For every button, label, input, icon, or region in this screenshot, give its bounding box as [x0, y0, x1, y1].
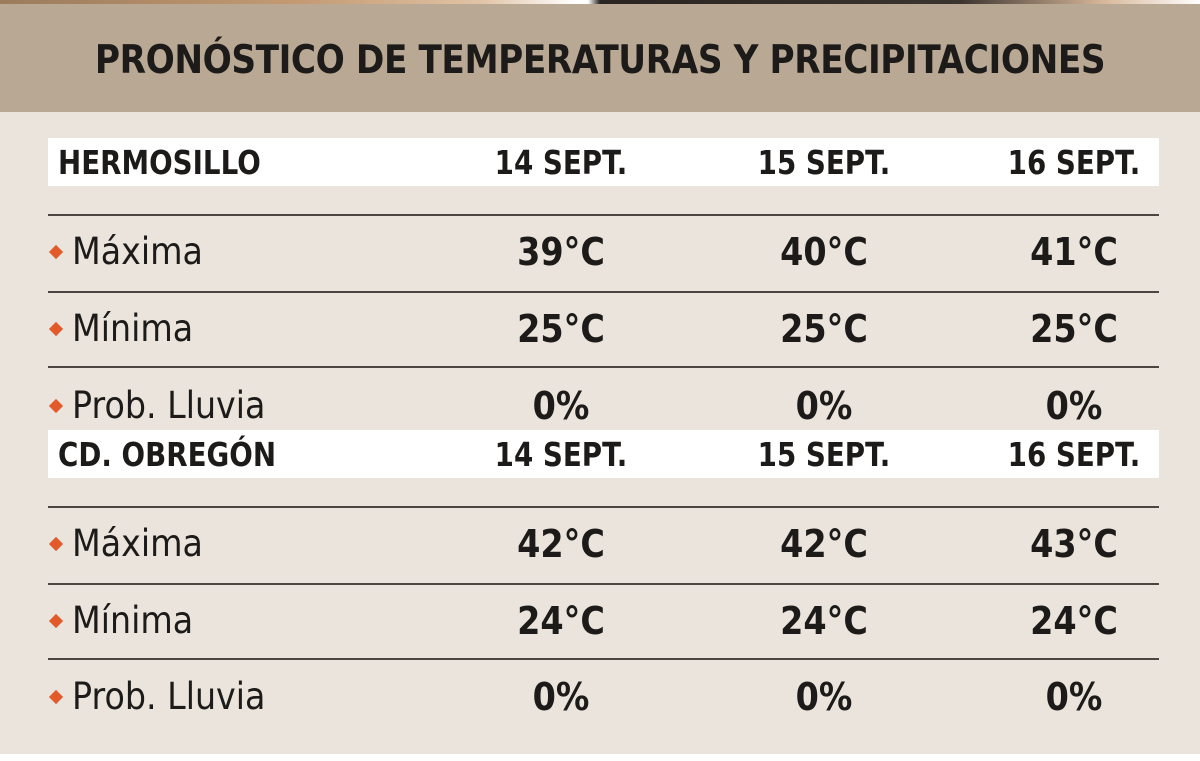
- table-row-prob-lluvia: Prob. Lluvia 0% 0% 0%: [48, 658, 1159, 734]
- table-row-maxima: Máxima 39°C 40°C 41°C: [48, 214, 1159, 290]
- row-value: 0%: [532, 384, 590, 428]
- city-name: HERMOSILLO: [58, 143, 261, 182]
- row-label: Máxima: [72, 522, 203, 565]
- city-header-hermosillo: HERMOSILLO 14 SEPT. 15 SEPT. 16 SEPT.: [48, 138, 1159, 186]
- table-row-minima: Mínima 24°C 24°C 24°C: [48, 583, 1159, 659]
- row-value: 42°C: [517, 522, 605, 566]
- row-label: Mínima: [72, 599, 194, 642]
- row-divider: [48, 214, 1159, 216]
- bullet-diamond-icon: [48, 398, 64, 414]
- row-value: 0%: [795, 675, 853, 719]
- row-value: 42°C: [780, 522, 868, 566]
- row-value: 0%: [532, 675, 590, 719]
- photo-strip: [0, 0, 1200, 4]
- table-row-prob-lluvia: Prob. Lluvia 0% 0% 0%: [48, 366, 1159, 442]
- date-header: 16 SEPT.: [1007, 143, 1141, 182]
- city-header-cd-obregon: CD. OBREGÓN 14 SEPT. 15 SEPT. 16 SEPT.: [48, 430, 1159, 478]
- row-divider: [48, 658, 1159, 660]
- row-label: Mínima: [72, 307, 194, 350]
- row-divider: [48, 291, 1159, 293]
- title-banner: PRONÓSTICO DE TEMPERATURAS Y PRECIPITACI…: [0, 4, 1200, 112]
- row-value: 25°C: [517, 307, 605, 351]
- date-header: 14 SEPT.: [494, 143, 628, 182]
- table-row-maxima: Máxima 42°C 42°C 43°C: [48, 506, 1159, 582]
- city-name: CD. OBREGÓN: [58, 435, 277, 474]
- bullet-diamond-icon: [48, 244, 64, 260]
- date-header: 15 SEPT.: [757, 435, 891, 474]
- row-value: 40°C: [780, 230, 868, 274]
- row-value: 25°C: [1030, 307, 1118, 351]
- row-value: 0%: [1045, 675, 1103, 719]
- row-value: 41°C: [1030, 230, 1118, 274]
- bottom-margin: [0, 754, 1200, 761]
- row-label: Prob. Lluvia: [72, 384, 266, 427]
- forecast-table: HERMOSILLO 14 SEPT. 15 SEPT. 16 SEPT. Má…: [0, 112, 1200, 754]
- page-title: PRONÓSTICO DE TEMPERATURAS Y PRECIPITACI…: [94, 37, 1106, 83]
- row-value: 24°C: [517, 599, 605, 643]
- row-value: 39°C: [517, 230, 605, 274]
- bullet-diamond-icon: [48, 613, 64, 629]
- date-header: 15 SEPT.: [757, 143, 891, 182]
- date-header: 16 SEPT.: [1007, 435, 1141, 474]
- row-value: 24°C: [1030, 599, 1118, 643]
- row-value: 25°C: [780, 307, 868, 351]
- bullet-diamond-icon: [48, 689, 64, 705]
- row-divider: [48, 583, 1159, 585]
- row-label: Prob. Lluvia: [72, 675, 266, 718]
- row-label: Máxima: [72, 230, 203, 273]
- row-value: 0%: [1045, 384, 1103, 428]
- date-header: 14 SEPT.: [494, 435, 628, 474]
- bullet-diamond-icon: [48, 321, 64, 337]
- table-row-minima: Mínima 25°C 25°C 25°C: [48, 291, 1159, 367]
- row-divider: [48, 506, 1159, 508]
- row-divider: [48, 366, 1159, 368]
- bullet-diamond-icon: [48, 536, 64, 552]
- row-value: 24°C: [780, 599, 868, 643]
- row-value: 43°C: [1030, 522, 1118, 566]
- row-value: 0%: [795, 384, 853, 428]
